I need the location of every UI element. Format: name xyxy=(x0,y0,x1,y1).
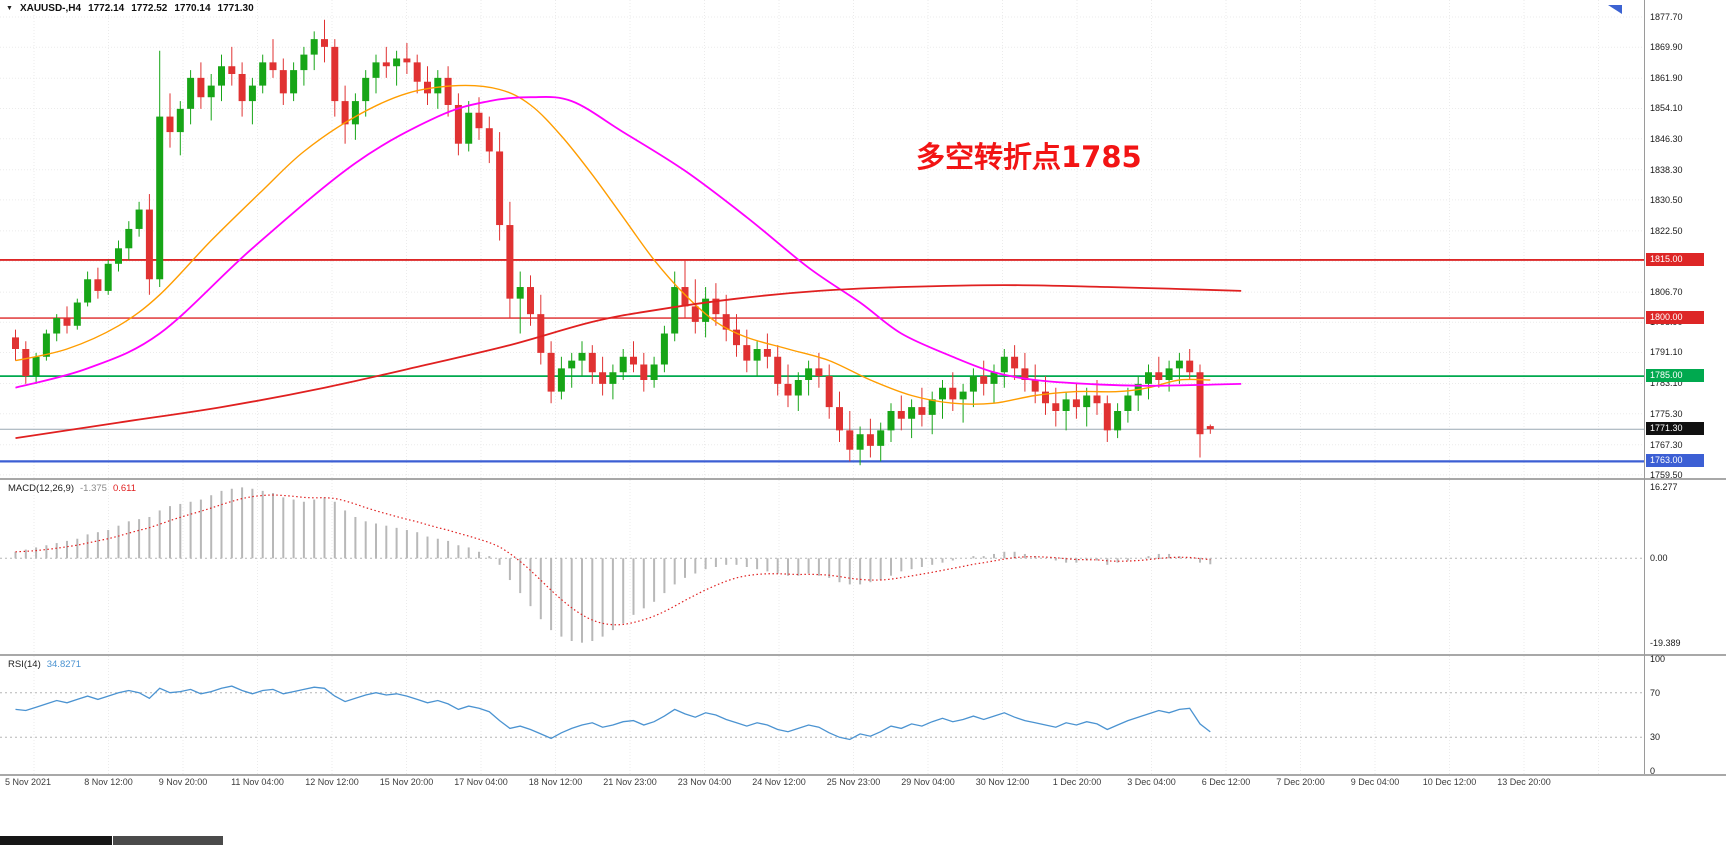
time-axis-label: 21 Nov 23:00 xyxy=(603,777,657,787)
macd-main-value: -1.375 xyxy=(80,483,107,494)
time-axis-label: 1 Dec 20:00 xyxy=(1052,777,1102,787)
grid xyxy=(33,656,1599,774)
rsi-line xyxy=(15,685,1211,741)
time-axis-label: 23 Nov 04:00 xyxy=(677,777,732,787)
panel-splitter[interactable] xyxy=(0,654,1726,656)
rsi-value: 34.8271 xyxy=(46,659,82,670)
macd-indicator-label: MACD(12,26,9) -1.375 0.611 xyxy=(8,483,136,494)
time-axis-label: 30 Nov 12:00 xyxy=(975,777,1030,787)
candles-series xyxy=(12,19,1214,466)
ohlc-high: 1772.52 xyxy=(131,3,168,14)
macd-histogram xyxy=(14,487,1212,643)
rsi-name: RSI(14) xyxy=(8,659,41,670)
time-axis[interactable]: 5 Nov 2021 8 Nov 12:00 9 Nov 20:00 11 Nov 0… xyxy=(0,777,1644,791)
time-axis-label: 11 Nov 04:00 xyxy=(231,777,284,787)
panel-splitter[interactable] xyxy=(0,478,1726,480)
macd-signal-value: 0.611 xyxy=(112,483,137,494)
ohlc-close: 1771.30 xyxy=(217,3,254,14)
ma-fast-line xyxy=(15,84,1211,405)
panel-splitter[interactable] xyxy=(0,774,1726,776)
time-axis-label: 6 Dec 12:00 xyxy=(1201,777,1251,787)
grid xyxy=(0,0,1644,478)
main-price-chart[interactable] xyxy=(0,0,1726,478)
time-axis-label: 13 Dec 20:00 xyxy=(1497,777,1551,787)
chart-tab[interactable] xyxy=(0,836,112,845)
grid xyxy=(33,480,1599,654)
time-axis-label: 10 Dec 12:00 xyxy=(1422,777,1477,787)
rsi-levels xyxy=(0,692,1644,738)
time-axis-label: 5 Nov 2021 xyxy=(5,777,52,787)
time-axis-label: 29 Nov 04:00 xyxy=(901,777,955,787)
autoscroll-triangle-icon xyxy=(1608,5,1622,14)
rsi-panel[interactable] xyxy=(0,656,1726,774)
ohlc-low: 1770.14 xyxy=(174,3,211,14)
symbol-timeframe-label: XAUUSD-,H4 xyxy=(19,3,82,14)
price-axis-separator xyxy=(1644,0,1645,774)
time-axis-label: 25 Nov 23:00 xyxy=(826,777,881,787)
macd-signal-line xyxy=(15,494,1211,626)
time-axis-label: 24 Nov 12:00 xyxy=(752,777,806,787)
annotation-text[interactable]: 多空转折点1785 xyxy=(916,140,1142,174)
dropdown-arrow-icon[interactable]: ▼ xyxy=(6,5,13,12)
time-axis-label: 9 Dec 04:00 xyxy=(1350,777,1400,787)
time-axis-label: 9 Nov 20:00 xyxy=(158,777,208,787)
time-axis-label: 7 Dec 20:00 xyxy=(1276,777,1325,787)
time-axis-label: 17 Nov 04:00 xyxy=(454,777,508,787)
time-axis-label: 15 Nov 20:00 xyxy=(379,777,434,787)
time-axis-label: 18 Nov 12:00 xyxy=(528,777,583,787)
chart-header: ▼ XAUUSD-,H4 1772.14 1772.52 1770.14 177… xyxy=(6,3,254,14)
time-axis-label: 8 Nov 12:00 xyxy=(84,777,133,787)
chart-tab[interactable] xyxy=(113,836,223,845)
ma-slow-line xyxy=(15,284,1242,439)
bottom-tab-bar xyxy=(0,836,1726,845)
rsi-indicator-label: RSI(14) 34.8271 xyxy=(8,659,81,670)
time-axis-label: 12 Nov 12:00 xyxy=(305,777,359,787)
time-axis-label: 3 Dec 04:00 xyxy=(1127,777,1176,787)
macd-name: MACD(12,26,9) xyxy=(8,483,74,494)
macd-panel[interactable] xyxy=(0,480,1726,654)
ma-mid-line xyxy=(15,96,1242,389)
ohlc-open: 1772.14 xyxy=(88,3,125,14)
